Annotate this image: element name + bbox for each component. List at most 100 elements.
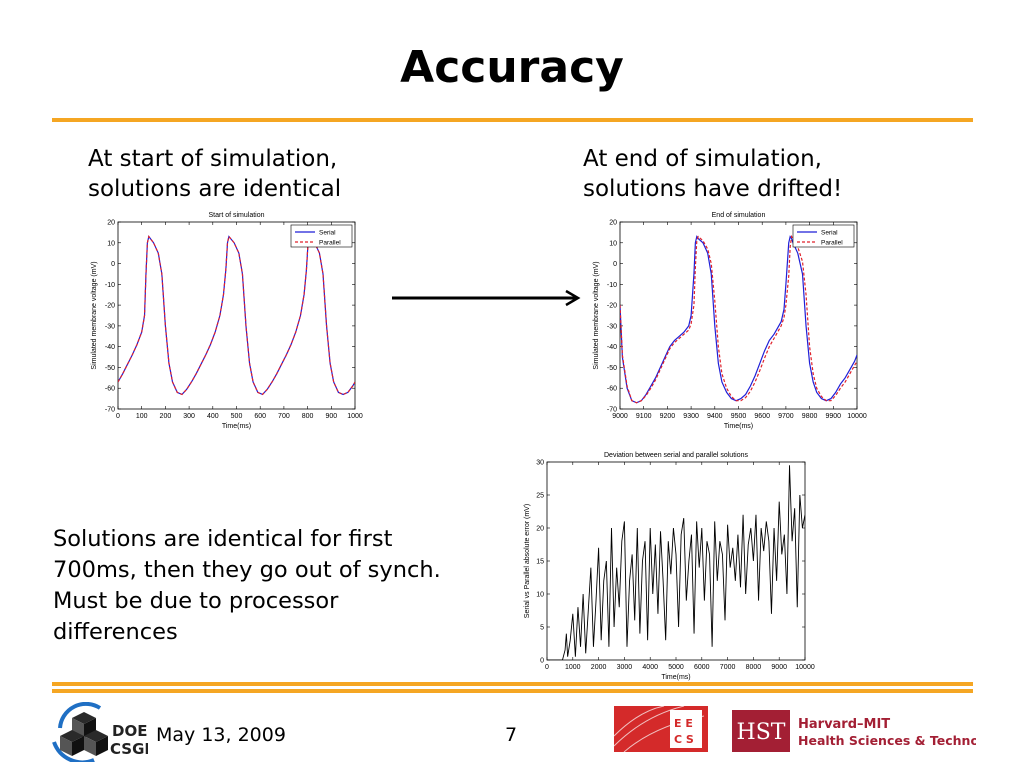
x-tick-label: 300	[183, 413, 195, 420]
bottom-caption: Solutions are identical for first 700ms,…	[53, 524, 441, 648]
y-tick-label: 0	[111, 261, 115, 268]
slide-title: Accuracy	[400, 42, 624, 93]
bottom-caption-line: Must be due to processor	[53, 588, 339, 614]
doe-csgf-logo: DOE CSGF	[52, 702, 148, 762]
right-arrow-icon	[392, 289, 581, 307]
y-tick-label: 15	[536, 559, 544, 566]
y-tick-label: 5	[540, 625, 544, 632]
x-tick-label: 9900	[826, 413, 842, 420]
y-tick-label: -30	[105, 323, 115, 330]
x-axis-label: Time(ms)	[222, 423, 251, 430]
x-tick-label: 900	[325, 413, 337, 420]
x-tick-label: 2000	[591, 664, 607, 671]
x-axis-label: Time(ms)	[661, 674, 690, 681]
series-line-parallel	[118, 235, 355, 396]
chart-title: Start of simulation	[208, 212, 264, 219]
x-tick-label: 10000	[795, 664, 815, 671]
plot-frame	[117, 221, 356, 410]
x-tick-label: 800	[302, 413, 314, 420]
x-tick-label: 9000	[612, 413, 628, 420]
right-caption: At end of simulation, solutions have dri…	[583, 144, 842, 204]
footer-divider-bottom	[52, 689, 973, 693]
y-axis-label: Simulated membrane voltage (mV)	[91, 261, 98, 369]
x-tick-label: 9000	[771, 664, 787, 671]
y-tick-label: 25	[536, 493, 544, 500]
y-tick-label: -40	[607, 344, 617, 351]
x-tick-label: 0	[116, 413, 120, 420]
x-tick-label: 700	[278, 413, 290, 420]
y-tick-label: -50	[607, 365, 617, 372]
hst-logo-mark: HST	[737, 720, 786, 745]
end-of-simulation-chart: End of simulation 9000 9100 9200 9300 9400 950…	[593, 212, 867, 430]
y-tick-label: 20	[609, 220, 617, 227]
y-tick-label: -50	[105, 365, 115, 372]
x-tick-label: 9300	[683, 413, 699, 420]
y-tick-label: -40	[105, 344, 115, 351]
x-tick-label: 100	[136, 413, 148, 420]
x-tick-label: 400	[207, 413, 219, 420]
left-caption-line: solutions are identical	[88, 176, 342, 202]
x-tick-label: 9500	[731, 413, 747, 420]
x-tick-label: 9100	[636, 413, 652, 420]
x-tick-label: 9800	[802, 413, 818, 420]
chart-title: Deviation between serial and parallel so…	[604, 452, 748, 459]
y-axis-label: Simulated membrane voltage (mV)	[593, 261, 600, 369]
footer-date: May 13, 2009	[156, 724, 286, 746]
x-axis-label: Time(ms)	[724, 423, 753, 430]
y-tick-label: -10	[105, 282, 115, 289]
hst-logo-line2: Health Sciences & Technology	[798, 733, 976, 748]
bottom-caption-line: Solutions are identical for first	[53, 526, 393, 552]
y-tick-label: -20	[607, 303, 617, 310]
chart-title: End of simulation	[712, 212, 766, 219]
y-tick-label: 0	[540, 658, 544, 665]
x-tick-label: 10000	[847, 413, 867, 420]
x-tick-label: 6000	[694, 664, 710, 671]
right-caption-line: solutions have drifted!	[583, 176, 843, 202]
y-tick-label: -70	[607, 407, 617, 414]
right-caption-line: At end of simulation,	[583, 146, 822, 172]
x-tick-label: 1000	[565, 664, 581, 671]
eecs-logo: E E C S	[614, 706, 708, 752]
footer-divider-top	[52, 682, 973, 686]
left-caption-line: At start of simulation,	[88, 146, 338, 172]
y-tick-label: -10	[607, 282, 617, 289]
eecs-logo-text-top: E E	[674, 717, 693, 730]
y-tick-label: -70	[105, 407, 115, 414]
x-tick-label: 9400	[707, 413, 723, 420]
x-tick-label: 1000	[347, 413, 363, 420]
x-tick-label: 9600	[754, 413, 770, 420]
y-tick-label: 20	[536, 526, 544, 533]
y-tick-label: -20	[105, 303, 115, 310]
legend-label-parallel: Parallel	[821, 240, 843, 247]
bottom-caption-line: differences	[53, 619, 178, 645]
x-tick-label: 5000	[668, 664, 684, 671]
x-tick-label: 200	[160, 413, 172, 420]
x-tick-label: 500	[231, 413, 243, 420]
series-line-parallel	[620, 234, 857, 404]
x-tick-label: 4000	[642, 664, 658, 671]
series-line-serial	[118, 235, 355, 396]
y-tick-label: -30	[607, 323, 617, 330]
hst-logo-line1: Harvard–MIT	[798, 717, 890, 732]
y-tick-label: -60	[105, 386, 115, 393]
y-tick-label: 20	[107, 220, 115, 227]
deviation-chart: Deviation between serial and parallel so…	[524, 452, 815, 681]
left-caption: At start of simulation, solutions are id…	[88, 144, 341, 204]
x-tick-label: 7000	[720, 664, 736, 671]
eecs-logo-text-bottom: C S	[674, 733, 694, 746]
y-tick-label: 30	[536, 460, 544, 467]
x-tick-label: 9700	[778, 413, 794, 420]
x-tick-label: 9200	[660, 413, 676, 420]
x-tick-label: 8000	[746, 664, 762, 671]
y-tick-label: 0	[613, 261, 617, 268]
y-tick-label: 10	[609, 240, 617, 247]
x-tick-label: 0	[545, 664, 549, 671]
csgf-logo-text: CSGF	[110, 740, 148, 758]
y-tick-label: -60	[607, 386, 617, 393]
y-tick-label: 10	[536, 592, 544, 599]
y-tick-label: 10	[107, 240, 115, 247]
hst-logo: HST Harvard–MIT Health Sciences & Techno…	[732, 710, 976, 752]
page-number: 7	[505, 724, 518, 746]
legend-label-serial: Serial	[319, 230, 336, 237]
